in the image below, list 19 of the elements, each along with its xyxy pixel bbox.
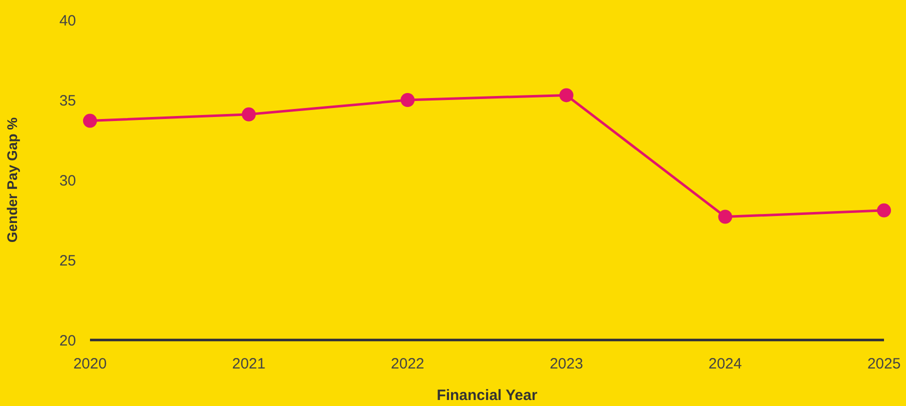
y-tick-label: 25	[59, 252, 76, 270]
x-axis-title: Financial Year	[436, 387, 538, 404]
x-tick-label: 2025	[867, 356, 901, 373]
x-tick-label: 2023	[550, 356, 584, 373]
y-axis-title: Gender Pay Gap %	[4, 116, 20, 243]
x-tick-label: 2022	[390, 356, 424, 373]
point	[559, 88, 574, 102]
x-tick-label: 2021	[232, 356, 266, 373]
point	[400, 93, 415, 107]
point	[877, 203, 891, 218]
x-tick-label: 2024	[708, 356, 742, 373]
y-tick-label: 20	[59, 332, 76, 350]
y-tick-label: 40	[59, 12, 76, 30]
x-tick-label: 2020	[73, 356, 107, 373]
y-tick-label: 30	[59, 172, 76, 190]
y-tick-label: 35	[59, 92, 76, 110]
point	[718, 210, 732, 224]
point	[83, 114, 97, 128]
point	[242, 107, 256, 122]
